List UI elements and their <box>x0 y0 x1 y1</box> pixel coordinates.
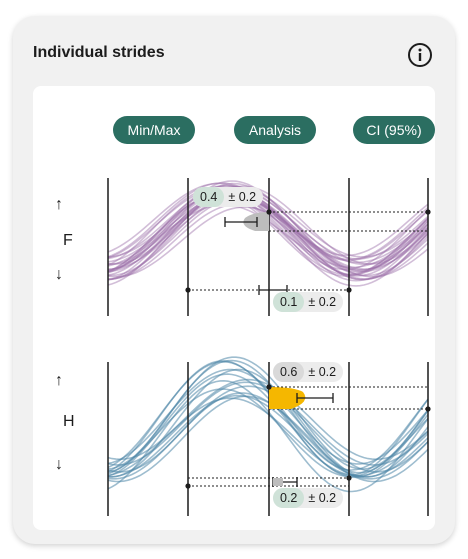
row-label-f: F <box>63 232 73 249</box>
f-curve-16 <box>107 182 429 257</box>
endpoint-dot-6 <box>185 483 191 489</box>
endpoint-dot-7 <box>346 475 352 481</box>
individual-strides-card: Individual strides Min/Max Analysis CI (… <box>13 16 455 544</box>
h-curve-11 <box>107 392 429 480</box>
f-curve-6 <box>107 184 429 276</box>
h-curve-6 <box>107 379 429 493</box>
f-curve-10 <box>107 182 429 271</box>
f-curves <box>107 180 429 287</box>
f-curve-14 <box>107 185 429 265</box>
info-icon[interactable] <box>407 42 433 68</box>
f-curve-7 <box>107 182 429 261</box>
endpoint-dot-5 <box>425 406 431 412</box>
h-curves <box>107 356 429 493</box>
f-curve-25 <box>107 196 429 270</box>
h-curve-12 <box>108 394 429 478</box>
h-curve-15 <box>107 360 429 476</box>
h-stat-top-value: 0.6 <box>273 362 305 382</box>
h-down-arrow: ↓ <box>55 456 63 473</box>
h-stat-top-pm: ± 0.2 <box>308 365 337 379</box>
f-stat-bottom-pm: ± 0.2 <box>308 295 337 309</box>
h-curve-13 <box>107 356 429 470</box>
f-curve-19 <box>107 189 429 266</box>
column-analysis[interactable]: Analysis <box>234 116 316 144</box>
h-stat-bottom: 0.2 ± 0.2 <box>273 488 344 508</box>
f-stat-bottom-value: 0.1 <box>273 292 305 312</box>
f-curve-1 <box>108 197 429 277</box>
f-curve-15 <box>107 194 429 264</box>
f-curve-23 <box>107 189 429 273</box>
h-stat-bottom-value: 0.2 <box>273 488 305 508</box>
strides-plot <box>107 178 431 516</box>
f-curve-17 <box>107 190 429 281</box>
endpoint-dot-1 <box>346 287 352 293</box>
f-up-arrow: ↑ <box>55 196 63 213</box>
overlays <box>107 178 431 516</box>
strides-panel: Min/Max Analysis CI (95%) ↑ F ↓ ↑ H ↓ 0.… <box>33 86 435 530</box>
f-stat-top: 0.4 ± 0.2 <box>193 187 264 207</box>
endpoint-dot-2 <box>425 209 431 215</box>
f-stat-top-pm: ± 0.2 <box>228 190 257 204</box>
f-curve-18 <box>107 185 429 260</box>
f-curve-12 <box>107 180 429 272</box>
f-curve-11 <box>107 186 429 258</box>
h-curve-14 <box>107 397 429 477</box>
f-curve-20 <box>107 191 429 273</box>
endpoint-dot-3 <box>266 209 272 215</box>
f-curve-2 <box>107 194 429 281</box>
h-curve-10 <box>107 373 429 479</box>
card-title: Individual strides <box>33 44 165 61</box>
endpoint-dot-4 <box>266 384 272 390</box>
f-down-arrow: ↓ <box>55 266 63 283</box>
h-bottom-highlight <box>273 478 283 486</box>
h-stat-bottom-pm: ± 0.2 <box>308 491 337 505</box>
endpoint-dot-0 <box>185 287 191 293</box>
f-stat-top-value: 0.4 <box>193 187 225 207</box>
h-highlight <box>269 387 306 409</box>
row-label-h: H <box>63 413 75 430</box>
column-minmax[interactable]: Min/Max <box>113 116 195 144</box>
f-stat-bottom: 0.1 ± 0.2 <box>273 292 344 312</box>
h-stat-top: 0.6 ± 0.2 <box>273 362 344 382</box>
h-up-arrow: ↑ <box>55 372 63 389</box>
column-ci[interactable]: CI (95%) <box>353 116 435 144</box>
